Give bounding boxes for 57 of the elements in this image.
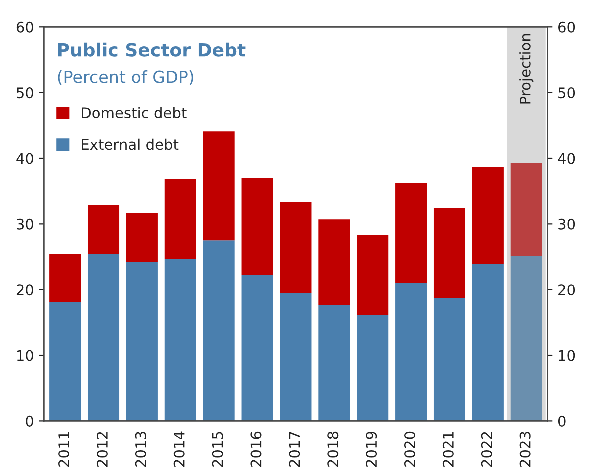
x-tick-label: 2012 [96, 432, 108, 467]
x-tick-label: 2016 [250, 432, 262, 467]
y-tick-label: 20 [16, 284, 34, 296]
bar [126, 213, 158, 262]
y-tick-label: 0 [26, 416, 34, 427]
bar [203, 240, 235, 422]
bar [242, 275, 274, 422]
bar [280, 293, 312, 422]
y2-tick-label: 60 [558, 22, 576, 33]
x-tick-label: 2022 [481, 432, 492, 467]
bar [203, 132, 235, 241]
bar [50, 302, 82, 422]
bar [164, 258, 196, 422]
bar [472, 264, 504, 422]
bar [396, 283, 428, 422]
bar [280, 202, 312, 294]
y2-tick-label: 50 [558, 88, 576, 99]
legend-label: Domestic debt [82, 107, 187, 119]
bar [434, 298, 466, 422]
y-tick-label: 60 [16, 22, 34, 33]
y2-tick-label: 30 [558, 218, 576, 230]
x-tick-label: 2021 [442, 432, 454, 467]
bar [510, 163, 542, 256]
bar [88, 205, 120, 254]
bar [88, 254, 120, 422]
bar [434, 208, 466, 298]
bar [357, 315, 389, 422]
y2-tick-label: 40 [558, 153, 576, 164]
y2-tick-label: 10 [559, 350, 576, 362]
text: Public Sector Debt [58, 42, 246, 57]
y-tick-label: 10 [17, 350, 34, 362]
bar [164, 180, 196, 259]
bar [472, 167, 504, 264]
x-tick-label: 2019 [366, 432, 378, 467]
x-tick-label: 2020 [404, 432, 416, 467]
bar [242, 178, 274, 276]
bar [318, 220, 350, 305]
y-tick-label: 40 [16, 153, 34, 164]
text: (Percent of GDP) [58, 70, 194, 86]
y-tick-label: 50 [17, 88, 34, 99]
x-tick-label: 2013 [135, 432, 146, 467]
y-tick-label: 30 [17, 218, 34, 230]
x-tick-label: 2015 [212, 432, 224, 467]
bar [50, 254, 82, 302]
y2-tick-label: 0 [558, 416, 566, 427]
x-tick-label: 2017 [289, 432, 300, 467]
bar [318, 304, 350, 422]
x-tick-label: 2014 [174, 432, 185, 467]
band-label: Projection [520, 34, 534, 104]
y2-tick-label: 20 [558, 284, 576, 296]
legend-label: External debt [82, 138, 179, 150]
x-tick-label: 2011 [58, 432, 70, 467]
x-tick-label: 2023 [520, 432, 531, 467]
bar [396, 183, 428, 284]
bar [126, 262, 158, 422]
x-tick-label: 2018 [328, 432, 339, 467]
bar [357, 235, 389, 316]
